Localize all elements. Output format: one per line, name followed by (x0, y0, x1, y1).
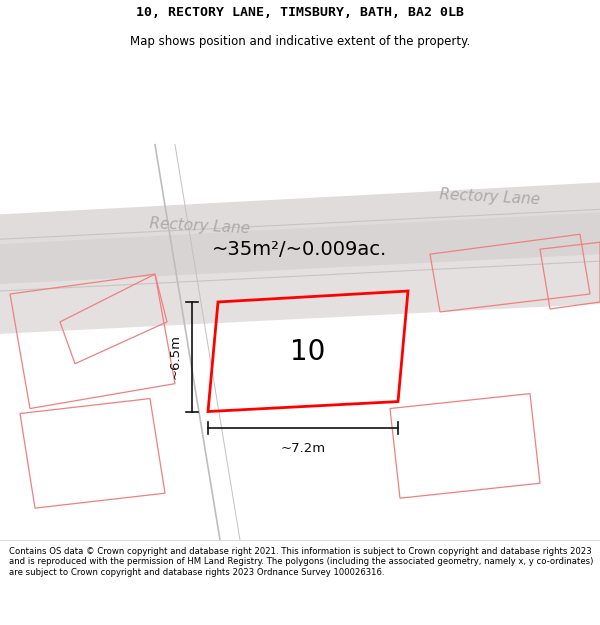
Text: ~7.2m: ~7.2m (280, 442, 326, 456)
Polygon shape (0, 209, 600, 294)
Text: 10, RECTORY LANE, TIMSBURY, BATH, BA2 0LB: 10, RECTORY LANE, TIMSBURY, BATH, BA2 0L… (136, 6, 464, 19)
Text: Contains OS data © Crown copyright and database right 2021. This information is : Contains OS data © Crown copyright and d… (9, 547, 593, 577)
Text: ~6.5m: ~6.5m (169, 334, 182, 379)
Polygon shape (0, 182, 600, 244)
Text: ~35m²/~0.009ac.: ~35m²/~0.009ac. (212, 240, 388, 259)
Text: Map shows position and indicative extent of the property.: Map shows position and indicative extent… (130, 35, 470, 48)
Text: Rectory Lane: Rectory Lane (439, 188, 541, 208)
Text: Rectory Lane: Rectory Lane (149, 216, 251, 236)
Polygon shape (0, 254, 600, 334)
Text: 10: 10 (290, 338, 326, 366)
